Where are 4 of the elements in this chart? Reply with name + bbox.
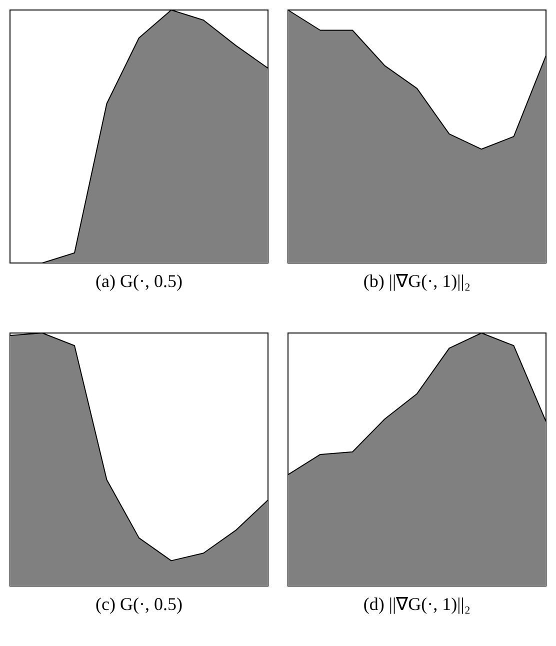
text: (a) G(·, 0.5) (96, 271, 182, 291)
text: (c) G(·, 0.5) (96, 594, 182, 614)
text: (b) ||∇G(·, 1)||₂ (363, 271, 471, 291)
text: (d) ||∇G(·, 1)||₂ (363, 594, 471, 614)
